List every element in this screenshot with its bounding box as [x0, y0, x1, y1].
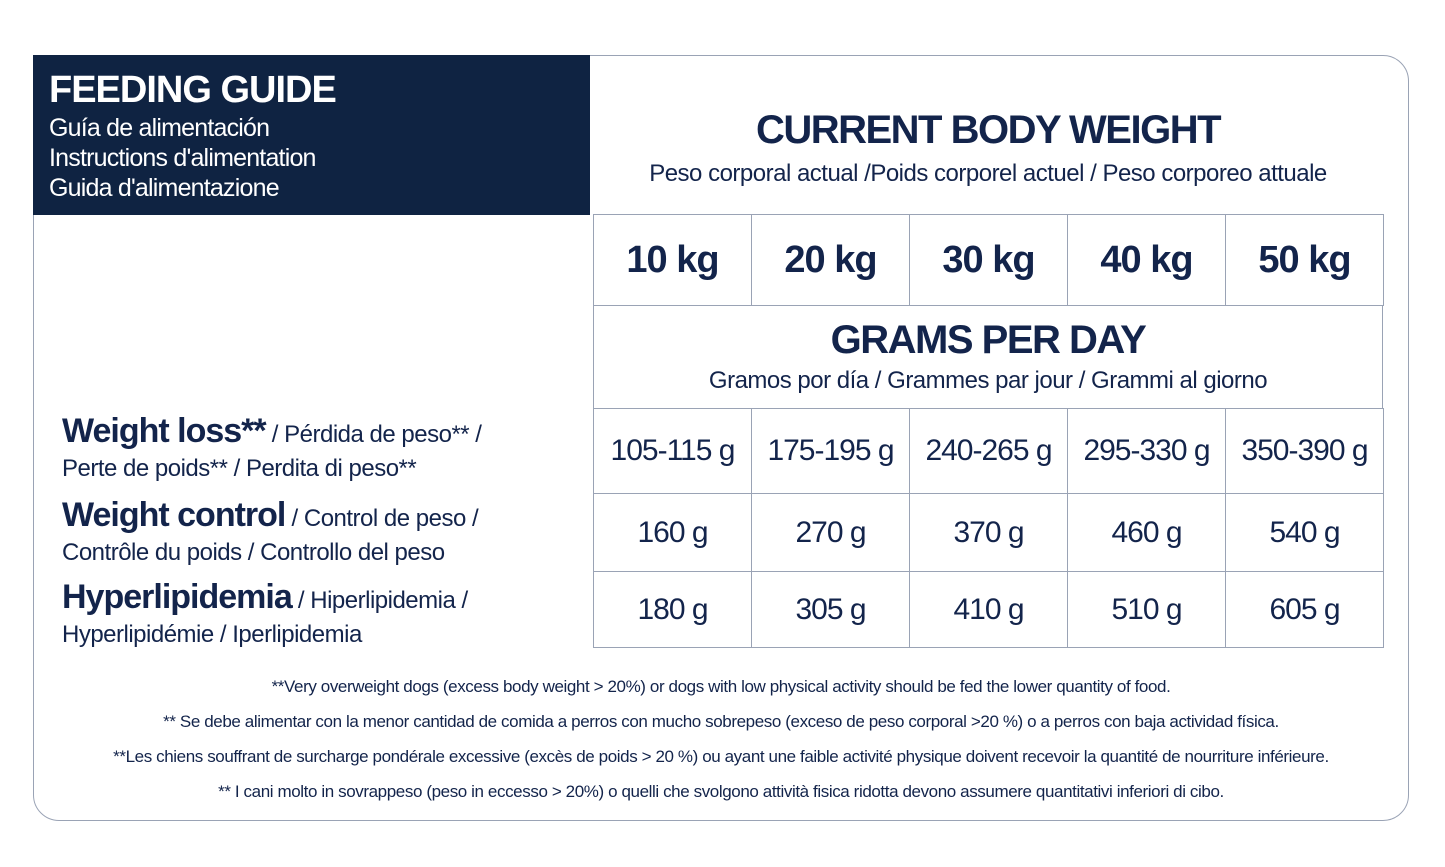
footnote: **Very overweight dogs (excess body weig… [271, 677, 1171, 696]
row-label: Hyperlipidemia / Hiperlipidemia / Hyperl… [62, 578, 468, 648]
footnote: ** I cani molto in sovrappeso (peso in e… [218, 782, 1224, 801]
weight-cell: 30 kg [909, 214, 1068, 306]
footnote: ** Se debe alimentar con la menor cantid… [163, 712, 1279, 731]
grams-header-subtitle: Gramos por día / Grammes par jour / Gram… [708, 367, 1268, 394]
grams-cell: 180 g [593, 571, 752, 648]
grams-cell: 410 g [909, 571, 1068, 648]
weight-cell: 40 kg [1067, 214, 1226, 306]
grams-cell: 270 g [751, 493, 910, 572]
grams-cell: 350-390 g [1225, 408, 1384, 494]
grams-cell: 540 g [1225, 493, 1384, 572]
header-subtitle-it: Guida d'alimentazione [49, 174, 280, 202]
grams-cell: 240-265 g [909, 408, 1068, 494]
grams-header: GRAMS PER DAY Gramos por día / Grammes p… [593, 305, 1383, 409]
weight-cell: 10 kg [593, 214, 752, 306]
feeding-guide-frame [33, 55, 1409, 821]
grams-cell: 305 g [751, 571, 910, 648]
grams-cell: 160 g [593, 493, 752, 572]
footnote: **Les chiens souffrant de surcharge pond… [113, 747, 1329, 766]
grams-cell: 295-330 g [1067, 408, 1226, 494]
header-subtitle-es: Guía de alimentación [49, 114, 270, 142]
row-label-main: Hyperlipidemia [62, 578, 293, 616]
row-label-main: Weight control [62, 496, 286, 534]
weight-header-subtitle: Peso corporal actual /Poids corporel act… [649, 160, 1327, 187]
header-subtitle-fr: Instructions d'alimentation [49, 144, 316, 172]
row-label: Weight loss** / Pérdida de peso** / Pert… [62, 412, 482, 482]
grams-cell: 460 g [1067, 493, 1226, 572]
grams-cell: 105-115 g [593, 408, 752, 494]
row-label-main: Weight loss** [62, 412, 267, 450]
grams-cell: 510 g [1067, 571, 1226, 648]
weight-cell: 20 kg [751, 214, 910, 306]
grams-cell: 370 g [909, 493, 1068, 572]
weight-header-title: CURRENT BODY WEIGHT [755, 108, 1222, 152]
header-title: FEEDING GUIDE [49, 69, 337, 111]
grams-cell: 605 g [1225, 571, 1384, 648]
grams-cell: 175-195 g [751, 408, 910, 494]
feeding-guide-header: FEEDING GUIDE Guía de alimentación Instr… [33, 55, 590, 215]
weight-cell: 50 kg [1225, 214, 1384, 306]
grams-header-title: GRAMS PER DAY [830, 318, 1147, 362]
row-label: Weight control / Control de peso / Contr… [62, 496, 479, 566]
